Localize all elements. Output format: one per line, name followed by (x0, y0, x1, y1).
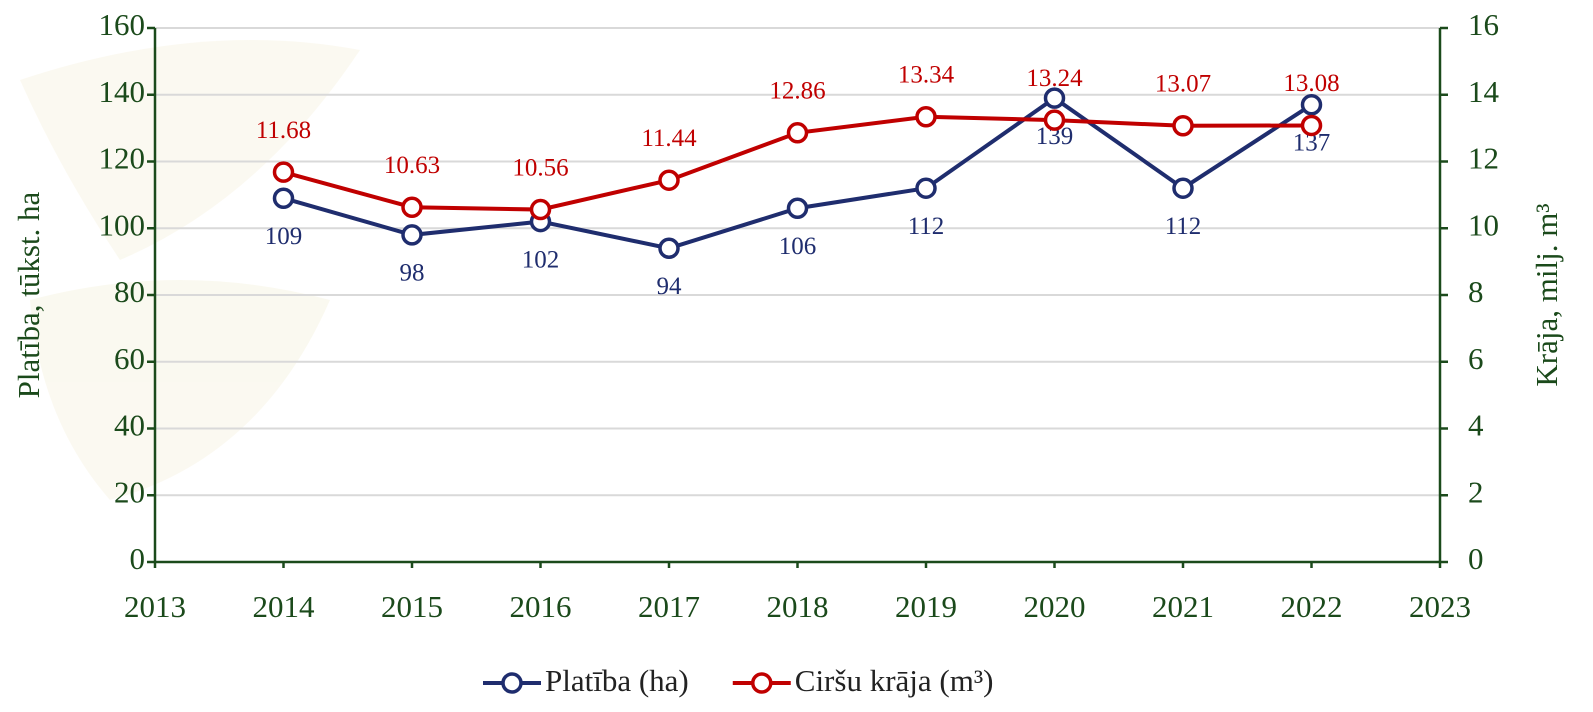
legend-marker (751, 672, 773, 694)
data-label: 98 (400, 260, 425, 287)
y2-tick-label: 8 (1468, 274, 1484, 309)
y2-axis-label: Krāja, milj. m³ (1529, 203, 1564, 386)
data-label: 12.86 (769, 78, 825, 105)
y-tick-label: 120 (99, 141, 146, 176)
data-point (272, 161, 295, 183)
x-tick-label: 2021 (1152, 589, 1214, 624)
y-tick-label: 0 (130, 541, 146, 576)
x-tick-label: 2017 (638, 589, 700, 624)
data-point (658, 169, 680, 191)
x-tick-label: 2018 (767, 589, 829, 624)
y2-tick-label: 10 (1468, 207, 1499, 242)
data-label: 102 (522, 246, 560, 273)
y-tick-label: 40 (114, 408, 145, 443)
data-label: 109 (265, 223, 303, 250)
data-point (529, 198, 552, 221)
x-tick-label: 2023 (1409, 589, 1471, 624)
data-point (786, 197, 809, 219)
data-point (1172, 177, 1194, 199)
legend-marker (501, 672, 523, 694)
y-tick-label: 100 (99, 207, 146, 242)
data-point (1300, 114, 1323, 137)
data-label: 94 (657, 273, 683, 300)
data-label: 112 (1165, 213, 1202, 240)
legend-label: Platība (ha) (545, 663, 689, 698)
y2-tick-label: 12 (1468, 141, 1499, 176)
data-point (1300, 94, 1323, 116)
x-tick-label: 2020 (1024, 589, 1086, 624)
x-tick-label: 2013 (124, 589, 186, 624)
y-tick-label: 80 (114, 274, 145, 309)
data-label: 112 (908, 213, 945, 240)
data-point (915, 177, 937, 199)
legend-label: Ciršu krāja (m³) (795, 663, 994, 698)
data-point (1043, 87, 1066, 109)
x-tick-label: 2015 (381, 589, 443, 624)
y2-tick-label: 4 (1468, 408, 1484, 443)
data-point (1043, 109, 1066, 131)
y2-tick-label: 2 (1468, 474, 1484, 509)
data-label: 13.08 (1283, 70, 1339, 97)
data-label: 10.56 (512, 154, 568, 181)
data-label: 10.63 (384, 152, 440, 179)
data-label: 106 (779, 233, 817, 260)
data-point (658, 237, 680, 260)
data-point (1172, 115, 1194, 137)
data-point (915, 106, 937, 128)
y-tick-label: 20 (114, 474, 145, 509)
x-tick-label: 2022 (1281, 589, 1343, 624)
y-axis-label: Platība, tūkst. ha (11, 191, 46, 398)
data-label: 11.44 (641, 125, 697, 152)
y2-tick-label: 6 (1468, 341, 1484, 376)
y-tick-label: 60 (114, 341, 145, 376)
data-label: 11.68 (256, 117, 311, 144)
data-point (786, 122, 809, 144)
y2-tick-label: 16 (1468, 7, 1499, 42)
data-point (401, 224, 423, 246)
background-decoration (20, 40, 360, 500)
x-tick-label: 2019 (895, 589, 957, 624)
data-label: 13.07 (1155, 71, 1211, 98)
data-point (401, 196, 423, 218)
y2-tick-label: 14 (1468, 74, 1500, 109)
x-tick-label: 2014 (253, 589, 316, 624)
data-label: 13.24 (1026, 65, 1083, 92)
x-tick-label: 2016 (510, 589, 572, 624)
y-tick-label: 160 (99, 7, 146, 42)
y2-tick-label: 0 (1468, 541, 1484, 576)
data-label: 13.34 (898, 62, 955, 89)
y-tick-label: 140 (99, 74, 146, 109)
data-point (272, 187, 295, 209)
